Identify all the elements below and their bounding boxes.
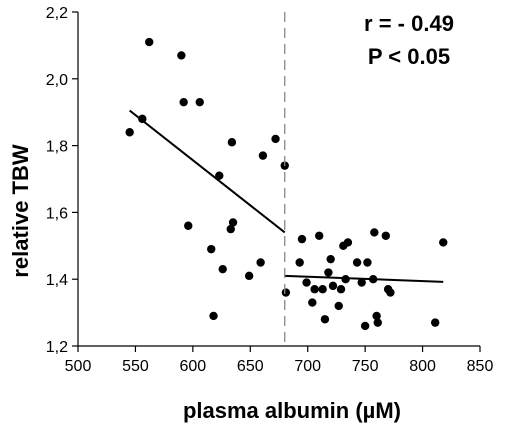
axes (77, 12, 480, 347)
data-point (218, 264, 227, 274)
data-point (328, 281, 338, 291)
data-point (336, 285, 346, 294)
data-point (215, 171, 224, 180)
x-tick-label: 650 (237, 358, 264, 375)
data-point (310, 285, 319, 294)
x-tick-label: 550 (122, 358, 149, 375)
data-point (281, 288, 291, 297)
y-tick-label: 1,4 (46, 272, 68, 289)
data-point (320, 315, 330, 324)
data-points (125, 37, 448, 331)
x-axis-title: plasma albumin (µM) (183, 398, 401, 423)
tick-group: 500 550 600 650 700 750 800 850 1,2 1,4 1,6 1,8 2,0 2… (46, 5, 494, 375)
data-point (352, 258, 362, 267)
data-point (258, 151, 268, 160)
data-point (308, 298, 317, 307)
data-point (360, 321, 370, 331)
data-point (256, 258, 265, 267)
y-tick-label: 1,8 (46, 139, 68, 156)
data-point (125, 128, 134, 137)
trend-line (129, 109, 286, 234)
data-point (431, 318, 440, 327)
data-point (209, 311, 218, 321)
data-point (334, 301, 343, 311)
data-point (195, 97, 204, 107)
x-tick-label: 600 (180, 358, 207, 375)
x-tick-label: 700 (294, 358, 321, 375)
trend-line (284, 274, 444, 283)
data-point (318, 285, 327, 294)
data-point (363, 258, 372, 267)
data-point (326, 254, 335, 264)
data-point (381, 231, 391, 240)
y-axis-title: relative TBW (8, 144, 33, 277)
data-point (315, 231, 324, 240)
data-point (227, 138, 237, 147)
x-tick-label: 850 (467, 358, 494, 375)
data-point (324, 268, 333, 277)
data-point (179, 97, 188, 107)
x-tick-label: 500 (65, 358, 92, 375)
data-point (357, 278, 366, 287)
data-point (244, 271, 254, 281)
x-tick-label: 750 (352, 358, 379, 375)
data-point (373, 318, 382, 327)
data-point (177, 51, 186, 60)
y-tick-label: 2,0 (46, 72, 68, 89)
y-tick-label: 1,6 (46, 205, 68, 222)
data-point (228, 218, 238, 227)
data-point (271, 134, 280, 144)
y-tick-label: 1,2 (46, 339, 68, 356)
data-point (297, 234, 307, 244)
data-point (386, 288, 395, 297)
data-point (302, 278, 311, 287)
data-point (372, 311, 381, 321)
x-tick-label: 800 (409, 358, 436, 375)
data-point (370, 228, 379, 237)
data-point (439, 238, 448, 247)
data-point (145, 37, 154, 47)
data-point (343, 238, 353, 247)
y-tick-label: 2,2 (46, 5, 68, 22)
data-point (226, 224, 235, 234)
p-value-annotation: P < 0.05 (368, 44, 450, 69)
data-point (184, 221, 193, 230)
data-point (207, 244, 216, 254)
correlation-annotation: r = - 0.49 (364, 11, 454, 36)
data-point (295, 258, 304, 267)
trend-lines (129, 109, 444, 283)
